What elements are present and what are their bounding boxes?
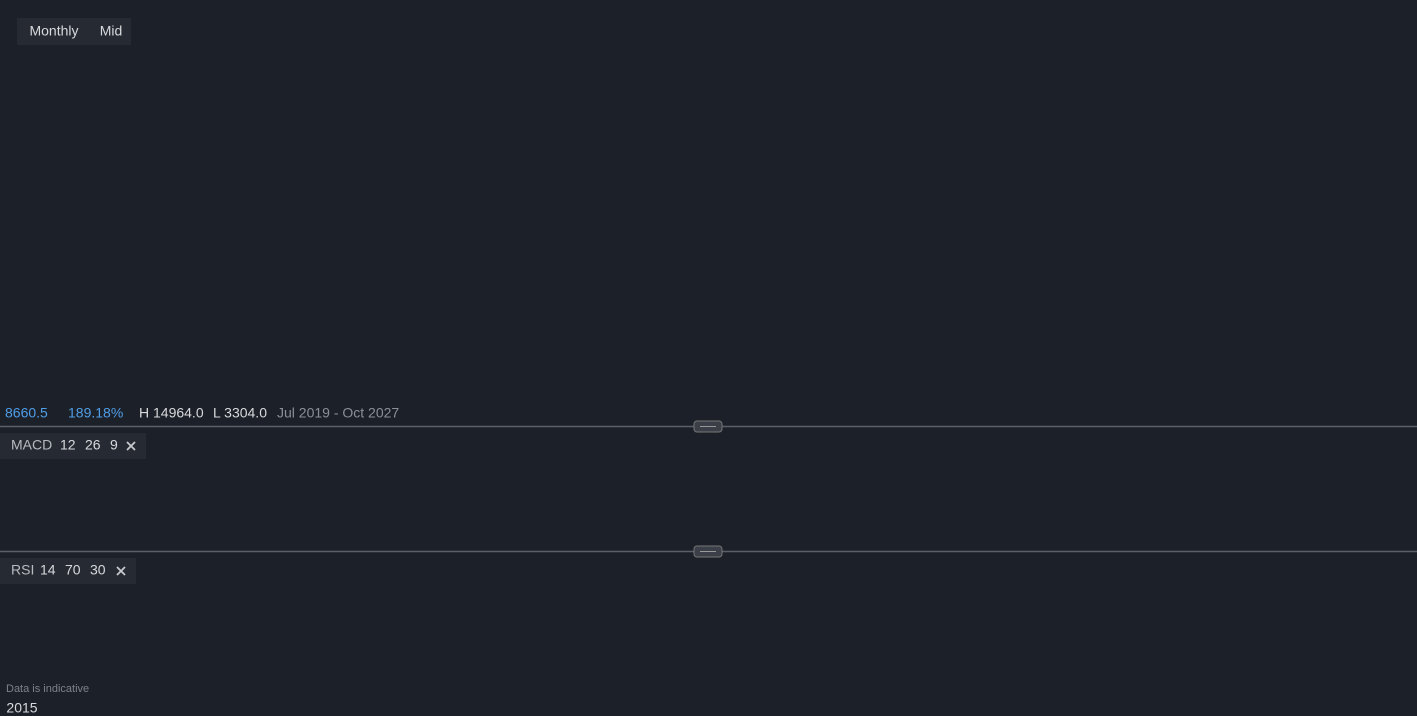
indicator-param: 9 xyxy=(110,437,118,453)
interval-button[interactable] xyxy=(17,18,91,45)
change-percent: 189.18% xyxy=(68,405,123,421)
indicator-header xyxy=(0,433,146,459)
close-button[interactable] xyxy=(126,441,136,451)
indicator-param: 14 xyxy=(40,562,56,578)
date-range: Jul 2019 - Oct 2027 xyxy=(277,405,399,421)
disclaimer: Data is indicative xyxy=(6,683,89,695)
close-button[interactable] xyxy=(116,566,126,576)
price-type-label: Mid xyxy=(100,23,123,39)
change-value: 8660.5 xyxy=(5,405,48,421)
indicator-param: 12 xyxy=(60,437,76,453)
indicator-param: 26 xyxy=(85,437,101,453)
interval-label: Monthly xyxy=(29,23,78,39)
indicator-title: MACD xyxy=(11,437,52,453)
price-type-button[interactable] xyxy=(91,18,131,45)
indicator-header xyxy=(0,558,136,584)
high-value: H 14964.0 xyxy=(139,405,204,421)
indicator-title: RSI xyxy=(11,562,34,578)
indicator-param: 30 xyxy=(90,562,106,578)
x-edge-label: 2015 xyxy=(6,700,37,716)
low-value: L 3304.0 xyxy=(213,405,267,421)
indicator-param: 70 xyxy=(65,562,81,578)
